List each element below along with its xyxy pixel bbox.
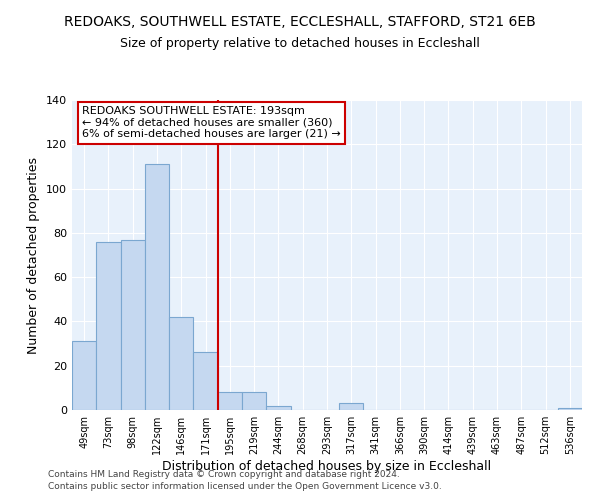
Bar bbox=[266, 406, 290, 410]
X-axis label: Distribution of detached houses by size in Eccleshall: Distribution of detached houses by size … bbox=[163, 460, 491, 473]
Bar bbox=[121, 240, 145, 410]
Bar bbox=[339, 404, 364, 410]
Bar bbox=[72, 342, 96, 410]
Text: REDOAKS SOUTHWELL ESTATE: 193sqm
← 94% of detached houses are smaller (360)
6% o: REDOAKS SOUTHWELL ESTATE: 193sqm ← 94% o… bbox=[82, 106, 341, 140]
Bar bbox=[558, 408, 582, 410]
Bar bbox=[96, 242, 121, 410]
Bar bbox=[242, 392, 266, 410]
Y-axis label: Number of detached properties: Number of detached properties bbox=[28, 156, 40, 354]
Bar bbox=[218, 392, 242, 410]
Bar bbox=[193, 352, 218, 410]
Text: Contains public sector information licensed under the Open Government Licence v3: Contains public sector information licen… bbox=[48, 482, 442, 491]
Bar bbox=[169, 317, 193, 410]
Text: Contains HM Land Registry data © Crown copyright and database right 2024.: Contains HM Land Registry data © Crown c… bbox=[48, 470, 400, 479]
Bar bbox=[145, 164, 169, 410]
Text: REDOAKS, SOUTHWELL ESTATE, ECCLESHALL, STAFFORD, ST21 6EB: REDOAKS, SOUTHWELL ESTATE, ECCLESHALL, S… bbox=[64, 15, 536, 29]
Text: Size of property relative to detached houses in Eccleshall: Size of property relative to detached ho… bbox=[120, 38, 480, 51]
